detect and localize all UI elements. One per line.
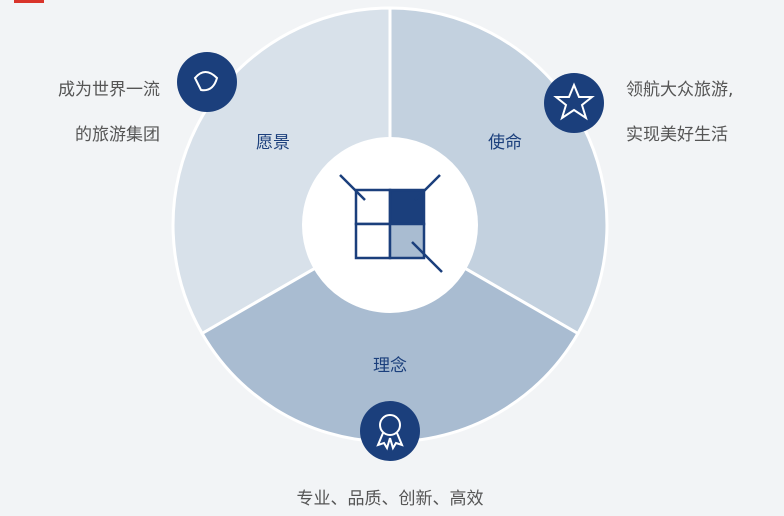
vision-text: 的旅游集团: [75, 125, 160, 145]
accent-bar: [14, 0, 44, 3]
mission-label: 使命: [488, 132, 522, 153]
icon-badges: [177, 52, 604, 461]
mission-text: 领航大众旅游,: [626, 80, 733, 100]
vision-label: 愿景: [256, 133, 290, 153]
philosophy-label: 理念: [373, 355, 407, 376]
mission-text: 实现美好生活: [626, 125, 728, 145]
puzzle-icon: [339, 174, 443, 273]
philosophy-text: 专业、品质、创新、高效: [297, 489, 484, 509]
vision-text: 成为世界一流: [58, 80, 160, 100]
